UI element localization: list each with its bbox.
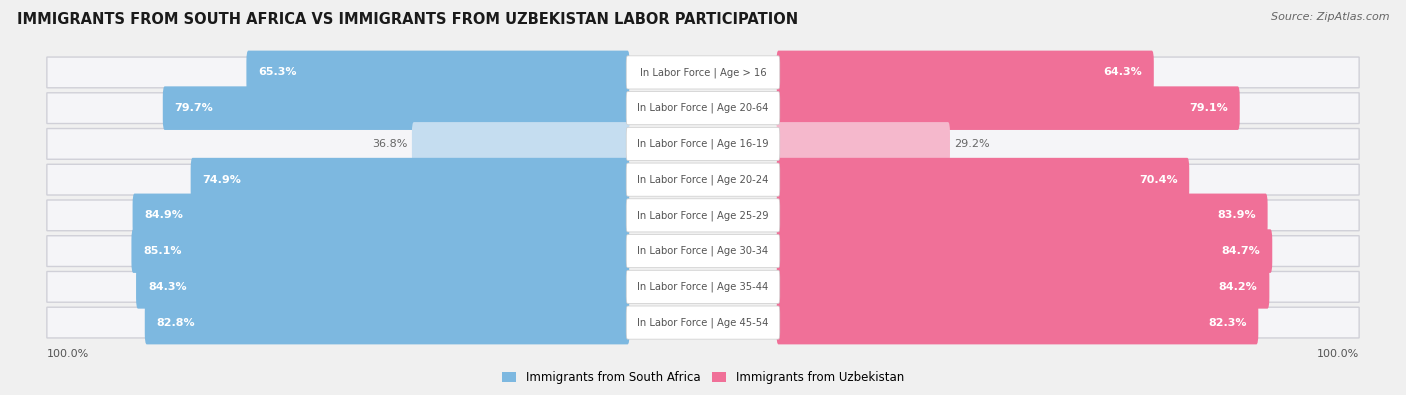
FancyBboxPatch shape bbox=[626, 306, 780, 339]
Text: 82.8%: 82.8% bbox=[156, 318, 195, 327]
Text: 82.3%: 82.3% bbox=[1208, 318, 1247, 327]
Text: 74.9%: 74.9% bbox=[202, 175, 242, 184]
FancyBboxPatch shape bbox=[776, 265, 1270, 308]
FancyBboxPatch shape bbox=[626, 235, 780, 268]
FancyBboxPatch shape bbox=[136, 265, 630, 308]
FancyBboxPatch shape bbox=[46, 128, 1360, 159]
FancyBboxPatch shape bbox=[626, 56, 780, 89]
FancyBboxPatch shape bbox=[626, 163, 780, 196]
Legend: Immigrants from South Africa, Immigrants from Uzbekistan: Immigrants from South Africa, Immigrants… bbox=[502, 371, 904, 384]
FancyBboxPatch shape bbox=[145, 301, 630, 344]
Text: Source: ZipAtlas.com: Source: ZipAtlas.com bbox=[1271, 12, 1389, 22]
FancyBboxPatch shape bbox=[776, 301, 1258, 344]
Text: 79.7%: 79.7% bbox=[174, 103, 214, 113]
FancyBboxPatch shape bbox=[626, 127, 780, 160]
FancyBboxPatch shape bbox=[776, 194, 1268, 237]
Text: 84.2%: 84.2% bbox=[1219, 282, 1257, 292]
FancyBboxPatch shape bbox=[626, 92, 780, 125]
FancyBboxPatch shape bbox=[131, 229, 630, 273]
Text: 79.1%: 79.1% bbox=[1189, 103, 1227, 113]
Text: In Labor Force | Age 30-34: In Labor Force | Age 30-34 bbox=[637, 246, 769, 256]
Text: 84.3%: 84.3% bbox=[148, 282, 187, 292]
Text: 29.2%: 29.2% bbox=[955, 139, 990, 149]
Text: In Labor Force | Age > 16: In Labor Force | Age > 16 bbox=[640, 67, 766, 78]
Text: 83.9%: 83.9% bbox=[1218, 211, 1256, 220]
FancyBboxPatch shape bbox=[246, 51, 630, 94]
Text: IMMIGRANTS FROM SOUTH AFRICA VS IMMIGRANTS FROM UZBEKISTAN LABOR PARTICIPATION: IMMIGRANTS FROM SOUTH AFRICA VS IMMIGRAN… bbox=[17, 12, 799, 27]
FancyBboxPatch shape bbox=[191, 158, 630, 201]
FancyBboxPatch shape bbox=[776, 158, 1189, 201]
Text: In Labor Force | Age 16-19: In Labor Force | Age 16-19 bbox=[637, 139, 769, 149]
Text: 84.9%: 84.9% bbox=[145, 211, 183, 220]
FancyBboxPatch shape bbox=[776, 229, 1272, 273]
FancyBboxPatch shape bbox=[46, 236, 1360, 267]
FancyBboxPatch shape bbox=[46, 307, 1360, 338]
FancyBboxPatch shape bbox=[132, 194, 630, 237]
FancyBboxPatch shape bbox=[163, 87, 630, 130]
FancyBboxPatch shape bbox=[46, 93, 1360, 124]
Text: 64.3%: 64.3% bbox=[1104, 68, 1142, 77]
FancyBboxPatch shape bbox=[626, 199, 780, 232]
FancyBboxPatch shape bbox=[46, 164, 1360, 195]
Text: In Labor Force | Age 45-54: In Labor Force | Age 45-54 bbox=[637, 317, 769, 328]
FancyBboxPatch shape bbox=[46, 200, 1360, 231]
FancyBboxPatch shape bbox=[776, 122, 950, 166]
Text: 84.7%: 84.7% bbox=[1222, 246, 1260, 256]
FancyBboxPatch shape bbox=[46, 271, 1360, 302]
FancyBboxPatch shape bbox=[412, 122, 630, 166]
Text: In Labor Force | Age 20-24: In Labor Force | Age 20-24 bbox=[637, 174, 769, 185]
Text: 100.0%: 100.0% bbox=[46, 350, 89, 359]
Text: 65.3%: 65.3% bbox=[259, 68, 297, 77]
Text: In Labor Force | Age 20-64: In Labor Force | Age 20-64 bbox=[637, 103, 769, 113]
FancyBboxPatch shape bbox=[776, 87, 1240, 130]
FancyBboxPatch shape bbox=[626, 270, 780, 303]
FancyBboxPatch shape bbox=[46, 57, 1360, 88]
Text: 70.4%: 70.4% bbox=[1139, 175, 1177, 184]
Text: In Labor Force | Age 35-44: In Labor Force | Age 35-44 bbox=[637, 282, 769, 292]
Text: 36.8%: 36.8% bbox=[373, 139, 408, 149]
Text: In Labor Force | Age 25-29: In Labor Force | Age 25-29 bbox=[637, 210, 769, 221]
FancyBboxPatch shape bbox=[776, 51, 1154, 94]
Text: 85.1%: 85.1% bbox=[143, 246, 181, 256]
Text: 100.0%: 100.0% bbox=[1317, 350, 1360, 359]
